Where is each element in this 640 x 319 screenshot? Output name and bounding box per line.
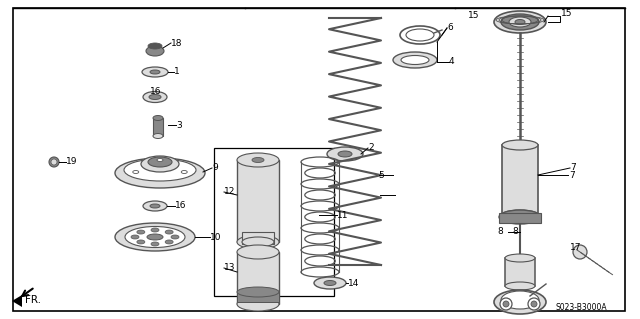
Ellipse shape bbox=[502, 140, 538, 150]
Bar bbox=[237, 292, 279, 302]
Ellipse shape bbox=[503, 301, 509, 307]
Text: 12: 12 bbox=[224, 188, 236, 197]
Ellipse shape bbox=[494, 11, 546, 33]
Ellipse shape bbox=[125, 226, 185, 248]
Text: 5: 5 bbox=[378, 170, 384, 180]
Ellipse shape bbox=[501, 291, 539, 309]
Ellipse shape bbox=[237, 235, 279, 249]
Ellipse shape bbox=[153, 115, 163, 121]
Ellipse shape bbox=[327, 147, 363, 161]
Ellipse shape bbox=[531, 301, 537, 307]
Text: 7: 7 bbox=[569, 170, 575, 180]
Bar bbox=[499, 213, 541, 223]
Bar bbox=[502, 145, 538, 215]
Ellipse shape bbox=[49, 157, 59, 167]
Text: 3: 3 bbox=[176, 121, 182, 130]
Ellipse shape bbox=[157, 159, 163, 161]
Ellipse shape bbox=[324, 280, 336, 286]
Ellipse shape bbox=[237, 245, 279, 259]
Ellipse shape bbox=[171, 235, 179, 239]
Ellipse shape bbox=[515, 19, 525, 25]
Bar bbox=[237, 160, 279, 242]
Text: 8: 8 bbox=[512, 227, 518, 236]
Ellipse shape bbox=[131, 235, 139, 239]
Ellipse shape bbox=[124, 159, 196, 181]
Ellipse shape bbox=[142, 67, 168, 77]
Ellipse shape bbox=[499, 210, 541, 224]
Ellipse shape bbox=[181, 170, 188, 174]
Ellipse shape bbox=[137, 240, 145, 244]
Ellipse shape bbox=[150, 204, 160, 208]
Bar bbox=[214, 148, 334, 296]
Text: S023-B3000A: S023-B3000A bbox=[555, 303, 607, 313]
Text: 16: 16 bbox=[175, 202, 186, 211]
Text: 15: 15 bbox=[561, 10, 573, 19]
Ellipse shape bbox=[401, 56, 429, 64]
Ellipse shape bbox=[252, 158, 264, 162]
Ellipse shape bbox=[494, 290, 546, 314]
Ellipse shape bbox=[338, 151, 352, 157]
Ellipse shape bbox=[51, 159, 57, 165]
Text: 6: 6 bbox=[447, 24, 452, 33]
Text: 2: 2 bbox=[368, 144, 374, 152]
Bar bbox=[153, 118, 163, 136]
Text: 17: 17 bbox=[570, 243, 582, 253]
Text: 19: 19 bbox=[66, 158, 77, 167]
Ellipse shape bbox=[242, 237, 274, 247]
Ellipse shape bbox=[528, 298, 540, 310]
Ellipse shape bbox=[165, 230, 173, 234]
Ellipse shape bbox=[502, 210, 538, 220]
Text: 8: 8 bbox=[497, 227, 503, 236]
Ellipse shape bbox=[146, 46, 164, 56]
Ellipse shape bbox=[501, 14, 539, 30]
Text: 11: 11 bbox=[337, 211, 349, 219]
Bar bbox=[242, 232, 274, 244]
Ellipse shape bbox=[151, 242, 159, 246]
Ellipse shape bbox=[143, 201, 167, 211]
Bar bbox=[237, 252, 279, 304]
Bar bbox=[505, 258, 535, 286]
Text: 4: 4 bbox=[449, 57, 454, 66]
Ellipse shape bbox=[148, 43, 162, 49]
Ellipse shape bbox=[237, 297, 279, 311]
Ellipse shape bbox=[500, 298, 512, 310]
Ellipse shape bbox=[150, 70, 160, 74]
Ellipse shape bbox=[115, 223, 195, 251]
Ellipse shape bbox=[141, 156, 179, 172]
Ellipse shape bbox=[115, 158, 205, 188]
Ellipse shape bbox=[505, 254, 535, 262]
Ellipse shape bbox=[132, 170, 139, 174]
Text: FR.: FR. bbox=[25, 295, 41, 305]
Ellipse shape bbox=[147, 234, 163, 240]
Ellipse shape bbox=[393, 52, 437, 68]
Text: 9: 9 bbox=[212, 164, 218, 173]
Ellipse shape bbox=[149, 94, 161, 100]
Ellipse shape bbox=[151, 228, 159, 232]
Text: 16: 16 bbox=[150, 86, 161, 95]
Ellipse shape bbox=[153, 133, 163, 138]
Ellipse shape bbox=[237, 153, 279, 167]
Text: 7: 7 bbox=[570, 164, 576, 173]
Text: 14: 14 bbox=[348, 278, 360, 287]
Text: 13: 13 bbox=[224, 263, 236, 272]
Ellipse shape bbox=[505, 282, 535, 290]
Ellipse shape bbox=[137, 230, 145, 234]
Ellipse shape bbox=[314, 277, 346, 289]
Polygon shape bbox=[12, 295, 22, 307]
Ellipse shape bbox=[509, 17, 531, 27]
Text: 18: 18 bbox=[171, 39, 182, 48]
Ellipse shape bbox=[143, 92, 167, 102]
Ellipse shape bbox=[148, 157, 172, 167]
Text: 1: 1 bbox=[174, 68, 180, 77]
Ellipse shape bbox=[165, 240, 173, 244]
Ellipse shape bbox=[237, 287, 279, 297]
Text: 10: 10 bbox=[210, 233, 221, 241]
Ellipse shape bbox=[573, 245, 587, 259]
Text: 15: 15 bbox=[468, 11, 479, 20]
